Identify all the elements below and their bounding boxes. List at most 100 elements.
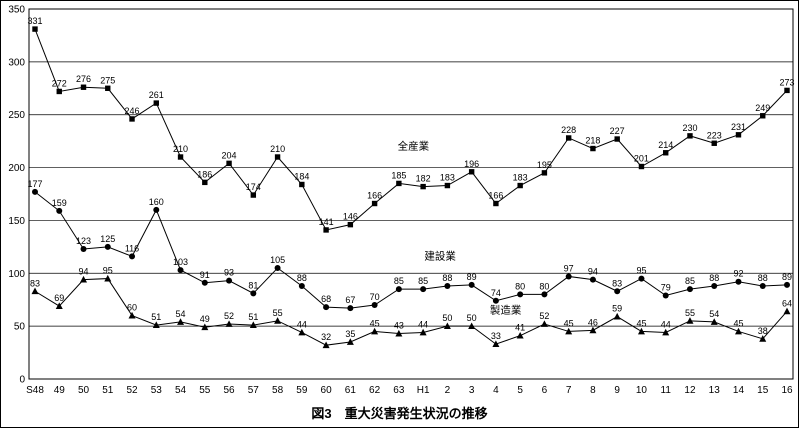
value-label: 227	[610, 126, 625, 136]
value-label: 45	[733, 318, 743, 328]
value-label: 276	[76, 74, 91, 84]
circle-marker	[662, 292, 669, 299]
y-tick-label: 250	[8, 110, 25, 121]
triangle-marker	[395, 329, 403, 337]
value-label: 74	[491, 288, 501, 298]
triangle-marker	[637, 327, 645, 335]
plot-border	[28, 8, 794, 380]
square-marker	[347, 221, 354, 228]
x-tick-label: 11	[661, 385, 672, 396]
circle-marker	[153, 206, 160, 213]
value-label: 80	[539, 281, 549, 291]
value-label: 105	[270, 255, 285, 265]
value-label: 38	[758, 326, 768, 336]
value-label: 272	[52, 78, 67, 88]
value-label: 174	[246, 182, 261, 192]
circle-marker	[323, 304, 330, 311]
x-tick-label: 2	[445, 385, 451, 396]
x-tick-label: 5	[517, 385, 523, 396]
value-label: 177	[27, 179, 42, 189]
x-tick-label: 4	[493, 385, 499, 396]
value-label: 228	[561, 125, 576, 135]
square-marker	[735, 132, 742, 138]
value-label: 92	[733, 269, 743, 279]
value-label: 68	[321, 294, 331, 304]
y-tick-label: 0	[19, 375, 25, 386]
value-label: 50	[467, 313, 477, 323]
x-tick-label: 56	[224, 385, 236, 396]
triangle-marker	[443, 322, 451, 330]
circle-marker	[638, 275, 645, 282]
value-label: 93	[224, 268, 234, 278]
square-marker	[105, 85, 111, 91]
y-tick-label: 300	[8, 57, 25, 68]
triangle-marker	[662, 328, 670, 336]
value-label: 160	[149, 197, 164, 207]
square-marker	[784, 87, 790, 94]
x-tick-label: 14	[733, 385, 745, 396]
value-label: 89	[467, 272, 477, 282]
triangle-marker	[492, 340, 500, 348]
series-line-construction	[34, 191, 788, 309]
value-label: 166	[367, 191, 382, 201]
y-tick-label: 150	[8, 216, 25, 227]
value-label: 70	[370, 292, 380, 302]
series-annotation: 建設業	[424, 250, 456, 263]
square-marker	[226, 160, 232, 167]
square-marker	[663, 150, 669, 156]
square-marker	[32, 26, 38, 32]
series-annotation: 製造業	[490, 303, 522, 316]
x-tick-label: 62	[369, 385, 381, 396]
square-marker	[250, 192, 257, 198]
value-label: 81	[248, 280, 258, 290]
circle-marker	[371, 302, 378, 308]
value-label: 196	[464, 159, 479, 169]
value-label: 41	[515, 323, 525, 333]
square-marker	[396, 180, 402, 187]
square-marker	[153, 100, 159, 106]
x-tick-label: 60	[321, 385, 333, 396]
square-marker	[177, 154, 184, 160]
y-tick-label: 350	[8, 5, 25, 16]
value-label: 186	[197, 169, 212, 179]
value-label: 249	[755, 103, 770, 113]
circle-marker	[129, 253, 136, 260]
triangle-marker	[104, 274, 112, 282]
series-line-manufacturing	[34, 278, 788, 346]
value-label: 33	[491, 331, 501, 341]
x-tick-label: 16	[781, 385, 793, 396]
triangle-marker	[734, 327, 742, 335]
value-label: 223	[707, 130, 722, 140]
x-tick-label: 51	[102, 385, 114, 396]
triangle-marker	[152, 321, 160, 328]
value-label: 230	[682, 123, 697, 133]
value-label: 88	[758, 273, 768, 283]
circle-marker	[177, 267, 184, 274]
value-label: 79	[661, 282, 671, 292]
circle-marker	[56, 207, 63, 214]
value-label: 116	[125, 243, 139, 253]
square-marker	[468, 169, 475, 175]
circle-marker	[104, 243, 111, 250]
series-all-industries: 331 272 276 275 246 261 210 186 204 174 210 184 141 1…	[27, 16, 795, 233]
value-label: 88	[297, 273, 307, 283]
value-label: 60	[127, 303, 137, 313]
x-tick-label: 13	[709, 385, 721, 396]
triangle-marker	[783, 307, 791, 315]
square-marker	[565, 135, 572, 141]
circle-marker	[444, 282, 451, 289]
value-label: 95	[103, 266, 113, 276]
triangle-marker	[589, 326, 597, 334]
value-label: 246	[125, 106, 140, 116]
value-label: 182	[416, 174, 431, 184]
value-label: 45	[370, 318, 380, 328]
x-tick-label: 15	[757, 385, 769, 396]
value-label: 88	[442, 273, 452, 283]
circle-marker	[565, 273, 572, 280]
value-label: 45	[636, 318, 646, 328]
x-tick-label: H1	[417, 385, 430, 396]
value-label: 55	[273, 308, 283, 318]
triangle-marker	[128, 311, 136, 319]
square-marker	[323, 227, 329, 233]
value-label: 43	[394, 321, 404, 331]
